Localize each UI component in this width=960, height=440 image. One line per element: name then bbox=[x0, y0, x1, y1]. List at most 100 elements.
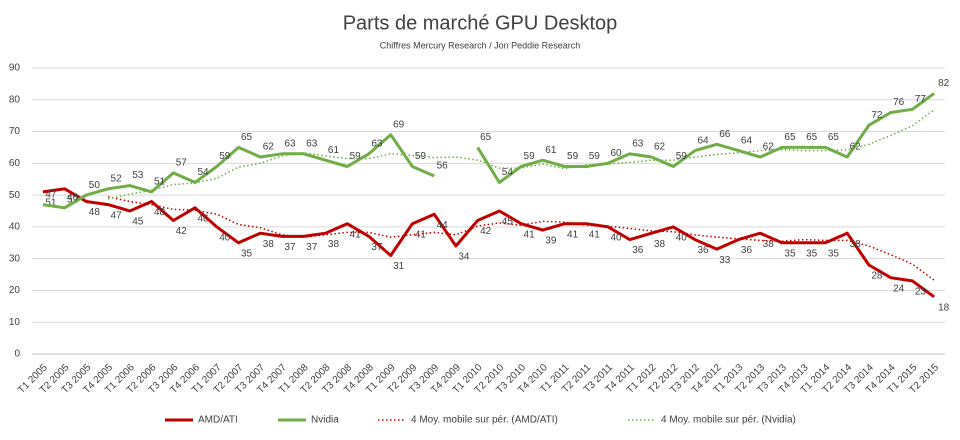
data-label: 40 bbox=[610, 233, 622, 244]
data-label: 62 bbox=[850, 142, 862, 153]
data-label: 65 bbox=[806, 132, 818, 143]
data-label: 63 bbox=[371, 138, 383, 149]
data-label: 36 bbox=[632, 245, 644, 256]
data-label: 37 bbox=[284, 242, 296, 253]
data-label: 42 bbox=[176, 226, 188, 237]
legend-label: Nvidia bbox=[311, 415, 339, 426]
y-tick-label: 80 bbox=[9, 94, 21, 105]
data-label: 54 bbox=[197, 167, 209, 178]
data-label: 38 bbox=[654, 239, 666, 250]
data-label: 47 bbox=[45, 189, 57, 200]
data-label: 56 bbox=[437, 161, 449, 172]
data-label: 50 bbox=[89, 180, 101, 191]
data-label: 63 bbox=[284, 138, 296, 149]
data-label: 59 bbox=[676, 151, 688, 162]
data-label: 42 bbox=[480, 226, 492, 237]
data-label: 57 bbox=[176, 158, 188, 169]
data-label: 64 bbox=[741, 135, 753, 146]
data-label: 61 bbox=[328, 145, 340, 156]
data-label: 46 bbox=[67, 192, 79, 203]
data-label: 65 bbox=[828, 132, 840, 143]
data-label: 47 bbox=[111, 210, 123, 221]
legend-label: 4 Moy. mobile sur pér. (AMD/ATI) bbox=[411, 415, 558, 426]
data-label: 23 bbox=[915, 287, 927, 298]
data-label: 82 bbox=[938, 78, 950, 89]
data-label: 48 bbox=[154, 207, 166, 218]
data-label: 41 bbox=[589, 229, 601, 240]
data-label: 36 bbox=[741, 245, 753, 256]
data-label: 51 bbox=[154, 177, 166, 188]
data-label: 77 bbox=[915, 94, 927, 105]
data-label: 59 bbox=[567, 151, 579, 162]
legend-label: 4 Moy. mobile sur pér. (Nvidia) bbox=[661, 415, 796, 426]
chart-subtitle: Chiffres Mercury Research / Jon Peddie R… bbox=[380, 40, 580, 50]
data-label: 39 bbox=[545, 236, 557, 247]
data-label: 38 bbox=[328, 239, 340, 250]
data-label: 35 bbox=[784, 248, 796, 259]
data-label: 52 bbox=[67, 194, 79, 205]
data-label: 59 bbox=[219, 151, 231, 162]
data-label: 41 bbox=[524, 229, 536, 240]
data-label: 41 bbox=[567, 229, 579, 240]
data-label: 37 bbox=[371, 242, 383, 253]
y-tick-label: 30 bbox=[9, 253, 21, 264]
data-label: 41 bbox=[350, 229, 362, 240]
data-label: 62 bbox=[763, 142, 775, 153]
data-label: 64 bbox=[697, 135, 709, 146]
data-label: 59 bbox=[524, 151, 536, 162]
data-label: 66 bbox=[719, 129, 731, 140]
data-label: 35 bbox=[241, 248, 253, 259]
data-label: 37 bbox=[306, 242, 318, 253]
y-tick-label: 40 bbox=[9, 222, 21, 233]
y-tick-label: 60 bbox=[9, 158, 21, 169]
data-label: 40 bbox=[676, 233, 688, 244]
data-label: 62 bbox=[263, 142, 275, 153]
data-label: 45 bbox=[132, 217, 144, 228]
data-label: 60 bbox=[610, 148, 622, 159]
data-label: 38 bbox=[263, 239, 275, 250]
data-label: 18 bbox=[938, 302, 950, 313]
y-tick-label: 20 bbox=[9, 285, 21, 296]
data-label: 63 bbox=[632, 138, 644, 149]
series-line bbox=[42, 187, 935, 299]
y-tick-label: 10 bbox=[9, 317, 21, 328]
data-label: 76 bbox=[893, 97, 905, 108]
y-tick-label: 50 bbox=[9, 190, 21, 201]
legend-label: AMD/ATI bbox=[198, 415, 238, 426]
data-label: 36 bbox=[697, 245, 709, 256]
data-label: 46 bbox=[197, 213, 209, 224]
data-label: 63 bbox=[306, 138, 318, 149]
data-label: 61 bbox=[545, 145, 557, 156]
y-tick-label: 0 bbox=[14, 349, 20, 360]
data-label: 48 bbox=[89, 207, 101, 218]
data-label: 54 bbox=[502, 167, 514, 178]
data-label: 52 bbox=[111, 173, 123, 184]
data-label: 24 bbox=[893, 283, 905, 294]
data-label: 51 bbox=[45, 198, 57, 209]
data-label: 62 bbox=[654, 142, 666, 153]
y-tick-label: 70 bbox=[9, 126, 21, 137]
data-label: 38 bbox=[850, 239, 862, 250]
data-label: 65 bbox=[480, 132, 492, 143]
data-label: 44 bbox=[437, 220, 449, 231]
data-label: 31 bbox=[393, 261, 405, 272]
data-label: 65 bbox=[241, 132, 253, 143]
y-tick-label: 90 bbox=[9, 63, 21, 74]
data-label: 69 bbox=[393, 119, 405, 130]
chart-title: Parts de marché GPU Desktop bbox=[343, 12, 618, 34]
data-label: 59 bbox=[589, 151, 601, 162]
data-label: 33 bbox=[719, 255, 731, 266]
series-line bbox=[42, 92, 935, 210]
data-label: 28 bbox=[871, 271, 883, 282]
data-label: 35 bbox=[806, 248, 818, 259]
data-label: 34 bbox=[458, 252, 470, 263]
data-label: 35 bbox=[828, 248, 840, 259]
data-label: 38 bbox=[763, 239, 775, 250]
data-label: 40 bbox=[219, 233, 231, 244]
data-label: 59 bbox=[350, 151, 362, 162]
data-label: 53 bbox=[132, 170, 144, 181]
data-label: 41 bbox=[415, 229, 427, 240]
data-label: 45 bbox=[502, 217, 514, 228]
data-label: 65 bbox=[784, 132, 796, 143]
